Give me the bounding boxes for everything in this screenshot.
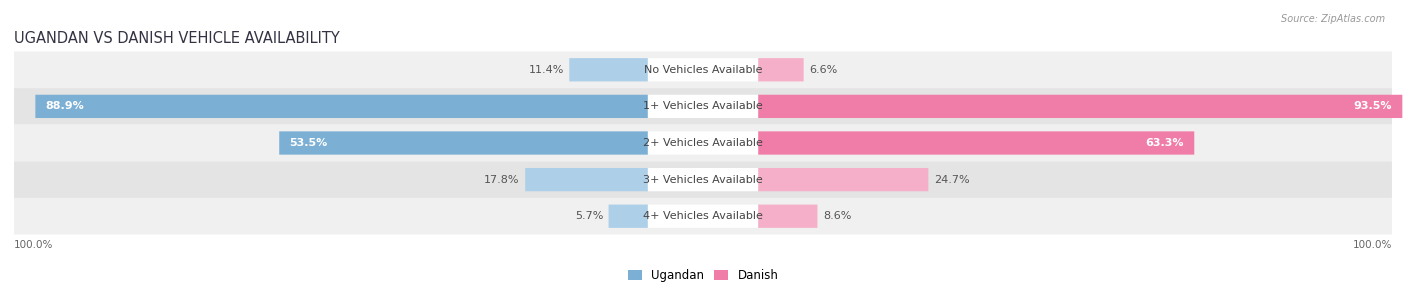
FancyBboxPatch shape [35,95,648,118]
Text: 24.7%: 24.7% [934,175,969,184]
Legend: Ugandan, Danish: Ugandan, Danish [623,265,783,286]
Text: 63.3%: 63.3% [1146,138,1184,148]
FancyBboxPatch shape [648,204,758,228]
Text: 100.0%: 100.0% [14,240,53,250]
Text: 11.4%: 11.4% [529,65,564,75]
FancyBboxPatch shape [758,95,1402,118]
FancyBboxPatch shape [758,58,804,82]
FancyBboxPatch shape [14,88,1392,125]
Text: No Vehicles Available: No Vehicles Available [644,65,762,75]
Text: UGANDAN VS DANISH VEHICLE AVAILABILITY: UGANDAN VS DANISH VEHICLE AVAILABILITY [14,31,340,46]
Text: 4+ Vehicles Available: 4+ Vehicles Available [643,211,763,221]
Text: 93.5%: 93.5% [1354,102,1392,111]
FancyBboxPatch shape [569,58,648,82]
FancyBboxPatch shape [14,125,1392,161]
FancyBboxPatch shape [526,168,648,191]
Text: 1+ Vehicles Available: 1+ Vehicles Available [643,102,763,111]
FancyBboxPatch shape [758,204,817,228]
FancyBboxPatch shape [609,204,648,228]
Text: 8.6%: 8.6% [823,211,851,221]
Text: Source: ZipAtlas.com: Source: ZipAtlas.com [1281,14,1385,24]
FancyBboxPatch shape [14,198,1392,235]
Text: 88.9%: 88.9% [46,102,84,111]
Text: 17.8%: 17.8% [484,175,520,184]
Text: 3+ Vehicles Available: 3+ Vehicles Available [643,175,763,184]
Text: 6.6%: 6.6% [808,65,838,75]
FancyBboxPatch shape [14,161,1392,198]
FancyBboxPatch shape [14,51,1392,88]
FancyBboxPatch shape [648,131,758,155]
FancyBboxPatch shape [758,131,1194,155]
FancyBboxPatch shape [758,168,928,191]
Text: 2+ Vehicles Available: 2+ Vehicles Available [643,138,763,148]
Text: 5.7%: 5.7% [575,211,603,221]
Text: 100.0%: 100.0% [1353,240,1392,250]
Text: 53.5%: 53.5% [290,138,328,148]
FancyBboxPatch shape [648,95,758,118]
FancyBboxPatch shape [648,168,758,191]
FancyBboxPatch shape [280,131,648,155]
FancyBboxPatch shape [648,58,758,82]
